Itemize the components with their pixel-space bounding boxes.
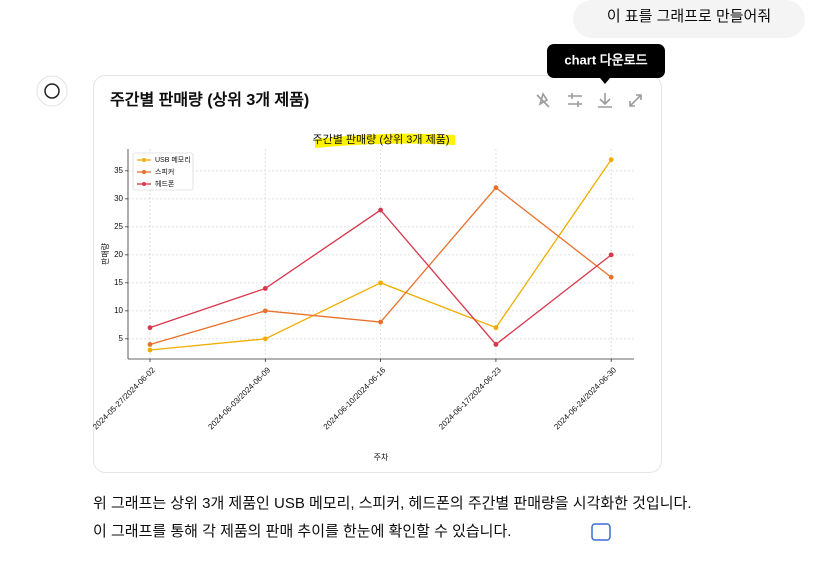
point (378, 280, 383, 286)
legend-label: USB 메모리 (155, 155, 191, 164)
legend-marker (142, 170, 146, 174)
chart-title: 주간별 판매량 (상위 3개 제품) (313, 133, 450, 146)
legend-label: 헤드폰 (155, 179, 175, 188)
icon-interactive[interactable] (536, 92, 550, 108)
chart-card (93, 75, 662, 473)
point (493, 325, 499, 331)
icon-download[interactable] (598, 93, 612, 108)
point (493, 342, 499, 347)
point (262, 336, 268, 342)
y-tick-label: 35 (114, 166, 123, 175)
highlight-scribble (315, 133, 455, 148)
user-message: 이 표를 그래프로 만들어줘 (607, 8, 771, 25)
point (147, 325, 153, 331)
tooltip-box (547, 44, 665, 78)
point (147, 342, 153, 347)
card-title: 주간별 판매량 (상위 3개 제품) (110, 90, 309, 109)
tooltip: chart 다운로드 (564, 52, 647, 67)
x-axis-label: 주차 (374, 453, 389, 462)
y-tick-label: 20 (114, 250, 123, 259)
icon-expand[interactable] (629, 94, 642, 107)
legend-marker (142, 158, 146, 162)
point (493, 185, 499, 191)
point (608, 274, 614, 280)
point (608, 252, 614, 258)
y-tick-label: 15 (114, 278, 123, 287)
y-tick-label: 25 (114, 222, 123, 231)
y-tick-label: 5 (119, 334, 124, 343)
response-line: 이 그래프를 통해 각 제품의 판매 추이를 한눈에 확인할 수 있습니다. (93, 523, 511, 540)
user-bubble (573, 0, 805, 38)
point (147, 347, 153, 353)
legend-box (132, 152, 194, 191)
legend-label: 스피커 (155, 167, 174, 176)
code-icon[interactable] (591, 523, 611, 541)
point (378, 207, 383, 213)
y-tick-label: 10 (114, 306, 123, 315)
card-icons (536, 92, 642, 108)
response-line: 위 그래프는 상위 3개 제품인 USB 메모리, 스피커, 헤드폰의 주간별 … (93, 495, 692, 512)
tooltip-arrow (600, 78, 610, 84)
y-axis-label: 판매량 (100, 242, 110, 265)
icon-settings[interactable] (568, 93, 582, 107)
point (378, 319, 383, 325)
assistant-avatar (36, 75, 68, 107)
y-tick-label: 30 (114, 194, 123, 203)
legend-marker (142, 182, 146, 186)
point (608, 157, 614, 163)
avatar-logo (44, 83, 60, 99)
point (262, 308, 268, 314)
point (262, 286, 268, 291)
